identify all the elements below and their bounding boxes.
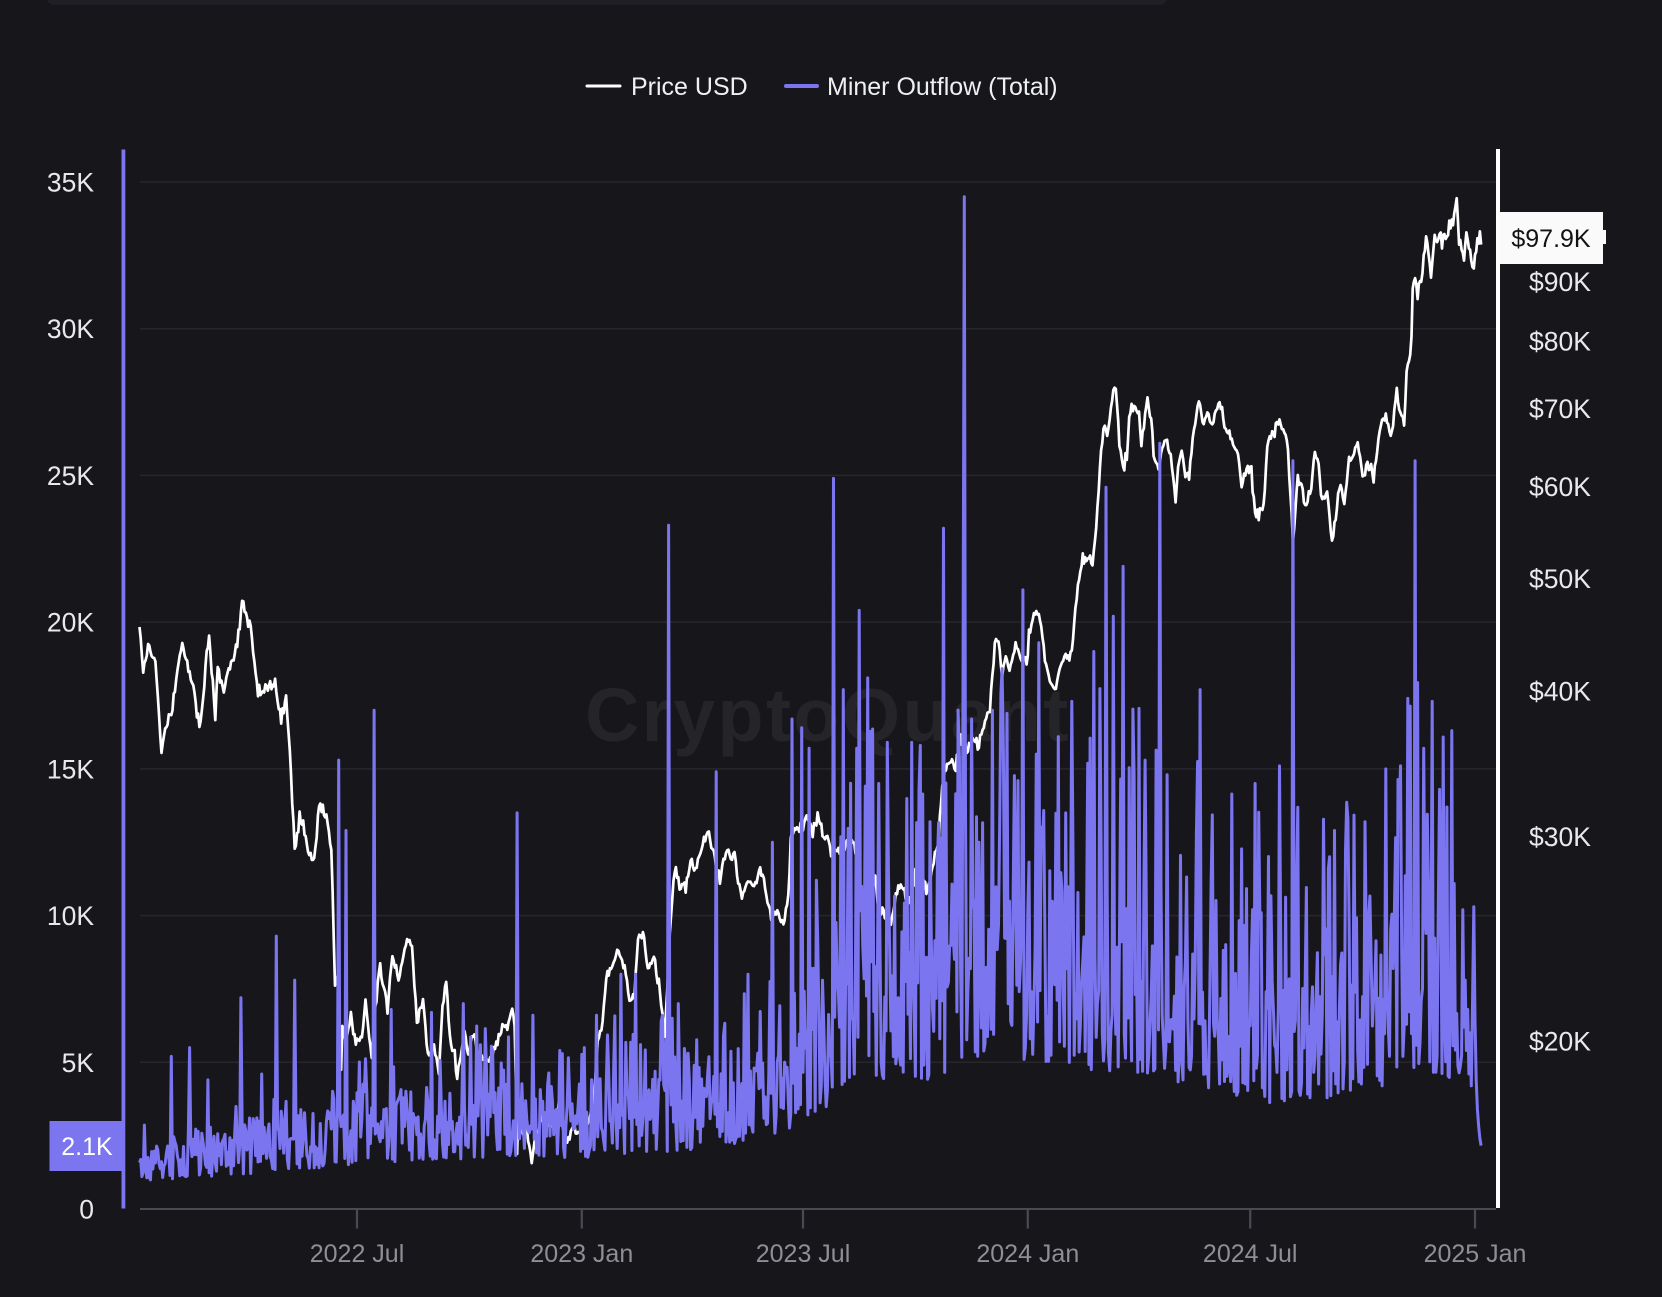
- svg-text:0: 0: [79, 1195, 94, 1225]
- svg-text:$80K: $80K: [1529, 327, 1591, 357]
- svg-text:$90K: $90K: [1529, 267, 1591, 297]
- svg-text:$50K: $50K: [1529, 564, 1591, 594]
- svg-text:$20K: $20K: [1529, 1027, 1591, 1057]
- svg-text:$70K: $70K: [1529, 394, 1591, 424]
- svg-text:CryptoQuant: CryptoQuant: [585, 673, 1071, 757]
- svg-text:$40K: $40K: [1529, 677, 1591, 707]
- svg-text:Miner Outflow (Total): Miner Outflow (Total): [827, 73, 1058, 101]
- svg-text:2023 Jul: 2023 Jul: [756, 1240, 851, 1268]
- svg-text:35K: 35K: [47, 168, 94, 198]
- svg-text:10K: 10K: [47, 901, 94, 931]
- svg-text:25K: 25K: [47, 461, 94, 491]
- svg-text:2024 Jan: 2024 Jan: [976, 1240, 1079, 1268]
- svg-text:15K: 15K: [47, 754, 94, 784]
- svg-text:2022 Jul: 2022 Jul: [310, 1240, 405, 1268]
- svg-text:2023 Jan: 2023 Jan: [530, 1240, 633, 1268]
- svg-text:$60K: $60K: [1529, 472, 1591, 502]
- svg-text:$30K: $30K: [1529, 822, 1591, 852]
- svg-text:30K: 30K: [47, 314, 94, 344]
- svg-text:2025 Jan: 2025 Jan: [1424, 1240, 1527, 1268]
- svg-text:20K: 20K: [47, 608, 94, 638]
- svg-text:Price USD: Price USD: [631, 73, 748, 101]
- svg-text:2.1K: 2.1K: [61, 1133, 113, 1161]
- svg-text:$97.9K: $97.9K: [1511, 225, 1591, 253]
- svg-text:2024 Jul: 2024 Jul: [1203, 1240, 1298, 1268]
- svg-text:5K: 5K: [62, 1048, 95, 1078]
